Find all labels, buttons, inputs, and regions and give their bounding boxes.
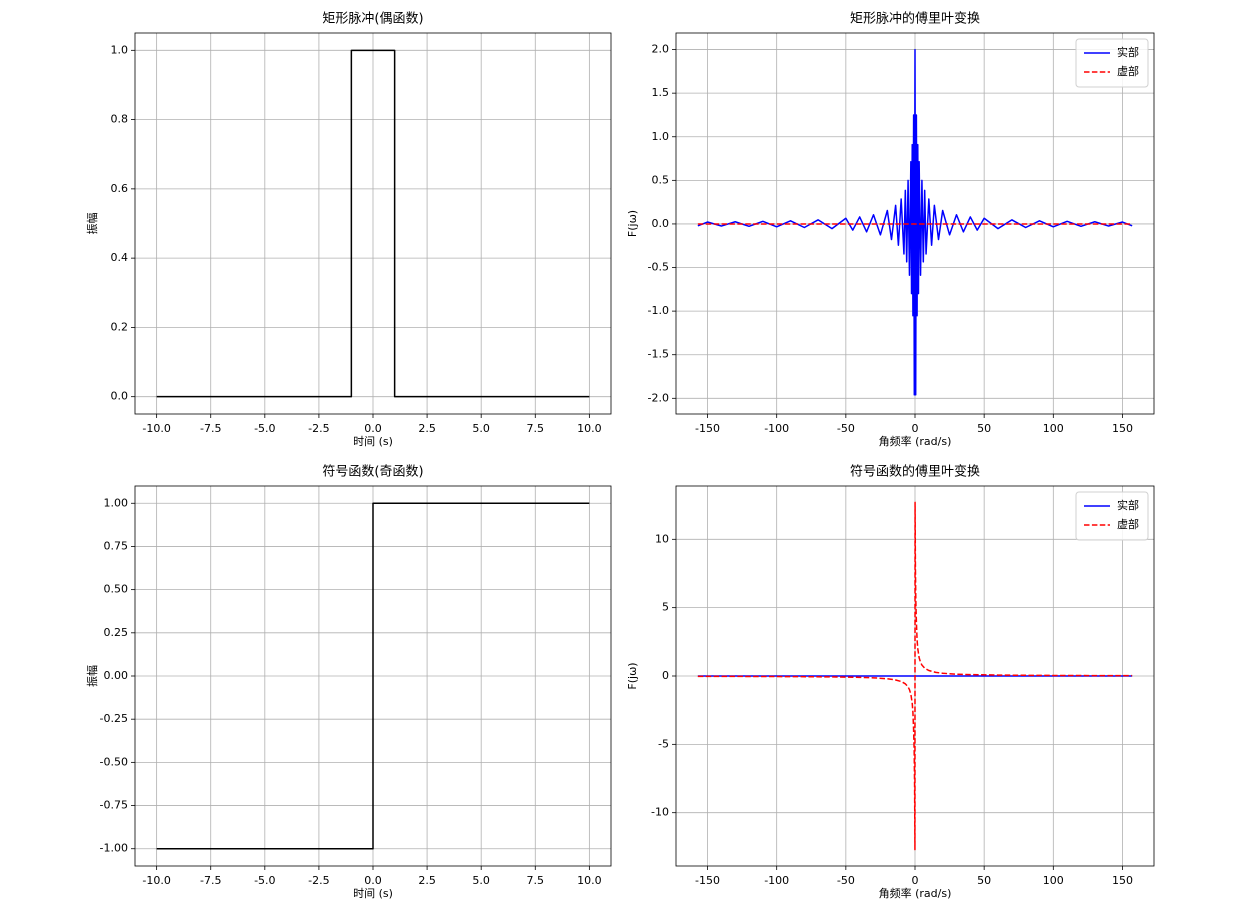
y-tick-label: 0.75 — [104, 539, 129, 552]
y-tick-label: 2.0 — [652, 43, 670, 56]
x-tick-label: -100 — [764, 874, 789, 887]
x-tick-label: 50 — [977, 874, 991, 887]
x-tick-label: 10.0 — [577, 874, 602, 887]
chart-title: 矩形脉冲(偶函数) — [322, 12, 423, 27]
x-tick-label: -2.5 — [308, 422, 329, 435]
x-axis-label: 角频率 (rad/s) — [879, 434, 952, 448]
legend-label: 实部 — [1117, 498, 1139, 512]
y-tick-label: 0.4 — [111, 251, 129, 264]
x-tick-label: 150 — [1112, 422, 1133, 435]
x-tick-label: 0.0 — [364, 422, 382, 435]
y-axis-label: F(jω) — [626, 210, 639, 237]
legend-label: 虚部 — [1117, 64, 1139, 78]
series-line — [697, 48, 1133, 396]
legend-box — [1075, 38, 1149, 88]
y-tick-label: -0.75 — [100, 799, 128, 812]
x-tick-label: -150 — [695, 422, 720, 435]
chart-title: 矩形脉冲的傅里叶变换 — [850, 11, 980, 27]
x-tick-label: 7.5 — [527, 422, 545, 435]
y-tick-label: 0.25 — [104, 626, 129, 639]
y-tick-label: 0.6 — [111, 182, 129, 195]
x-tick-label: -7.5 — [200, 422, 221, 435]
x-tick-label: 0 — [912, 874, 919, 887]
y-tick-label: -1.00 — [100, 842, 128, 855]
axes-frame — [675, 32, 1155, 415]
x-tick-label: 5.0 — [472, 874, 490, 887]
x-axis-label: 时间 (s) — [353, 887, 393, 900]
y-tick-label: -0.50 — [100, 755, 128, 768]
y-tick-label: 0.2 — [111, 320, 129, 333]
chart-title: 符号函数(奇函数) — [322, 464, 423, 480]
axes-frame — [134, 485, 612, 867]
x-tick-label: 0.0 — [364, 874, 382, 887]
y-tick-label: 0.5 — [652, 173, 670, 186]
y-axis-label: 振幅 — [85, 665, 99, 687]
x-tick-label: -5.0 — [254, 422, 275, 435]
series-line — [156, 49, 590, 398]
x-tick-label: -7.5 — [200, 874, 221, 887]
x-tick-label: 150 — [1112, 874, 1133, 887]
x-tick-label: 2.5 — [418, 874, 436, 887]
x-tick-label: 100 — [1043, 422, 1064, 435]
x-tick-label: 5.0 — [472, 422, 490, 435]
y-tick-label: 0.0 — [111, 390, 129, 403]
series-line — [156, 502, 590, 850]
x-tick-label: -150 — [695, 874, 720, 887]
x-tick-label: -50 — [837, 874, 855, 887]
x-tick-label: 7.5 — [527, 874, 545, 887]
y-axis-label: F(jω) — [626, 662, 639, 689]
y-tick-label: 1.0 — [111, 43, 129, 56]
y-tick-label: -1.0 — [648, 304, 669, 317]
y-tick-label: -1.5 — [648, 348, 669, 361]
x-tick-label: -100 — [764, 422, 789, 435]
y-tick-label: -5 — [658, 737, 669, 750]
x-tick-label: -5.0 — [254, 874, 275, 887]
axes-frame — [134, 32, 612, 415]
y-tick-label: 5 — [662, 601, 669, 614]
x-tick-label: 50 — [977, 422, 991, 435]
y-tick-label: 10 — [655, 532, 669, 545]
x-tick-label: 2.5 — [418, 422, 436, 435]
y-axis-label: 振幅 — [85, 213, 99, 235]
x-tick-label: -50 — [837, 422, 855, 435]
x-tick-label: -2.5 — [308, 874, 329, 887]
y-tick-label: 0.00 — [104, 669, 129, 682]
chart-title: 符号函数的傅里叶变换 — [850, 464, 980, 480]
series-line — [697, 501, 1133, 851]
y-tick-label: 0 — [662, 669, 669, 682]
y-tick-label: -0.5 — [648, 261, 669, 274]
x-tick-label: 10.0 — [577, 422, 602, 435]
x-axis-label: 角频率 (rad/s) — [879, 886, 952, 900]
x-tick-label: -10.0 — [142, 422, 170, 435]
y-tick-label: 1.5 — [652, 86, 670, 99]
y-tick-label: 1.0 — [652, 130, 670, 143]
x-tick-label: -10.0 — [142, 874, 170, 887]
legend-label: 虚部 — [1117, 517, 1139, 531]
y-tick-label: 1.00 — [104, 496, 129, 509]
y-tick-label: -0.25 — [100, 712, 128, 725]
legend-label: 实部 — [1117, 45, 1139, 59]
x-tick-label: 100 — [1043, 874, 1064, 887]
axes-frame — [675, 485, 1155, 867]
y-tick-label: -10 — [651, 806, 669, 819]
y-tick-label: 0.50 — [104, 583, 129, 596]
legend-box — [1075, 491, 1149, 541]
x-axis-label: 时间 (s) — [353, 435, 393, 448]
y-tick-label: 0.0 — [652, 217, 670, 230]
x-tick-label: 0 — [912, 422, 919, 435]
y-tick-label: 0.8 — [111, 113, 129, 126]
y-tick-label: -2.0 — [648, 391, 669, 404]
